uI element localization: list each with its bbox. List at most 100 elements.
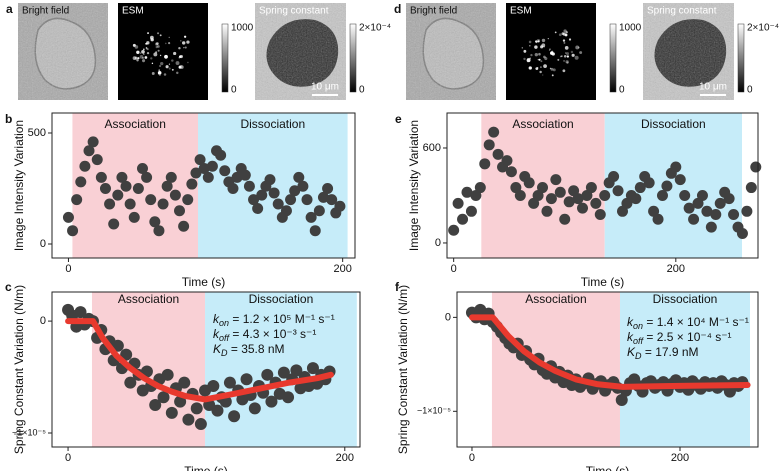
data-point [215, 149, 227, 161]
data-point [554, 186, 566, 198]
data-point [705, 221, 717, 233]
data-point [99, 182, 111, 194]
data-point [670, 161, 682, 173]
esm-speckle [183, 47, 185, 49]
data-point [282, 391, 295, 404]
data-point [630, 193, 642, 205]
esm-speckle [164, 54, 168, 59]
esm-speckle [159, 54, 162, 57]
data-point [634, 182, 646, 194]
data-point [599, 189, 611, 201]
esm-speckle [164, 42, 167, 45]
data-point [334, 200, 346, 212]
colorbar [609, 23, 617, 93]
image-title: Spring constant [647, 6, 717, 17]
data-point [83, 145, 95, 157]
x-tick-label: 0 [451, 263, 457, 275]
data-point [128, 211, 140, 223]
esm-speckle [173, 51, 177, 56]
data-point [207, 380, 220, 393]
data-point [750, 161, 762, 173]
annotation-text: = 1.2 × 10⁵ M⁻¹ s⁻¹ [229, 312, 335, 326]
data-point [537, 182, 549, 194]
esm-speckle [562, 32, 566, 36]
esm-image [118, 3, 208, 100]
esm-speckle [566, 61, 569, 64]
data-point [452, 197, 464, 209]
data-point [572, 193, 584, 205]
data-point [612, 185, 624, 197]
y-axis-label: Spring Constant Variation (N/m) [12, 285, 26, 454]
esm-speckle [566, 55, 569, 58]
image-texture [643, 3, 734, 100]
data-point [178, 376, 191, 389]
esm-speckle [181, 41, 186, 45]
data-point [67, 225, 79, 237]
esm-speckle [155, 45, 158, 49]
data-point [461, 186, 473, 198]
data-point [248, 402, 261, 415]
esm-speckle [150, 57, 153, 60]
data-point [161, 180, 173, 192]
data-point [305, 211, 317, 223]
data-point [153, 225, 165, 237]
data-point [198, 163, 210, 175]
annotation-text: = 17.9 nM [642, 345, 699, 359]
image-title: ESM [510, 6, 532, 17]
data-point [745, 182, 757, 194]
data-point [293, 171, 305, 183]
esm-speckle [565, 31, 568, 34]
data-point [585, 182, 597, 194]
annotation-subscript: D [221, 348, 228, 358]
data-point [679, 189, 691, 201]
data-point [265, 395, 278, 408]
plot-frame [456, 291, 759, 448]
esm-speckle [537, 40, 540, 43]
data-point [608, 170, 620, 182]
esm-speckle [539, 70, 542, 74]
data-point [285, 194, 297, 206]
data-point [178, 220, 190, 232]
esm-speckle [132, 43, 136, 47]
esm-speckle [163, 73, 167, 76]
x-tick-label: 0 [65, 452, 71, 464]
data-point [145, 194, 157, 206]
colorbar-label: 2×10⁻⁴ [747, 23, 779, 34]
esm-speckle [150, 38, 154, 42]
esm-speckle [557, 58, 560, 61]
phase-region [619, 292, 750, 447]
esm-speckle [563, 60, 565, 62]
esm-speckle [168, 63, 171, 65]
data-point [206, 160, 218, 172]
esm-speckle [543, 55, 546, 59]
esm-speckle [159, 74, 161, 76]
data-point [165, 406, 178, 419]
esm-speckle [523, 57, 526, 61]
data-point [736, 227, 748, 239]
esm-speckle [554, 31, 557, 34]
esm-speckle [523, 49, 527, 53]
esm-speckle [144, 56, 148, 59]
annotation-text: = 2.5 × 10⁻⁴ s⁻¹ [643, 330, 732, 344]
kinetic-annotation: koff = 4.3 × 10⁻³ s⁻¹ [213, 327, 316, 343]
data-point [514, 189, 526, 201]
data-point [272, 198, 284, 210]
plot-frame [446, 112, 759, 259]
data-point [261, 368, 274, 381]
esm-speckle [141, 49, 145, 54]
image-texture [406, 3, 496, 100]
kinetic-annotation: koff = 2.5 × 10⁻⁴ s⁻¹ [627, 330, 732, 346]
phase-region [198, 113, 348, 258]
data-point [268, 187, 280, 199]
data-point [479, 158, 491, 170]
esm-speckle [168, 42, 171, 45]
esm-speckle [186, 40, 190, 44]
esm-speckle [139, 54, 144, 59]
fit-line [469, 314, 751, 390]
annotation-text: = 35.8 nM [228, 342, 285, 356]
esm-speckle [168, 36, 170, 39]
data-point [120, 348, 133, 361]
colorbar-label: 0 [747, 85, 753, 96]
esm-speckle [151, 72, 155, 75]
data-point [661, 180, 673, 192]
